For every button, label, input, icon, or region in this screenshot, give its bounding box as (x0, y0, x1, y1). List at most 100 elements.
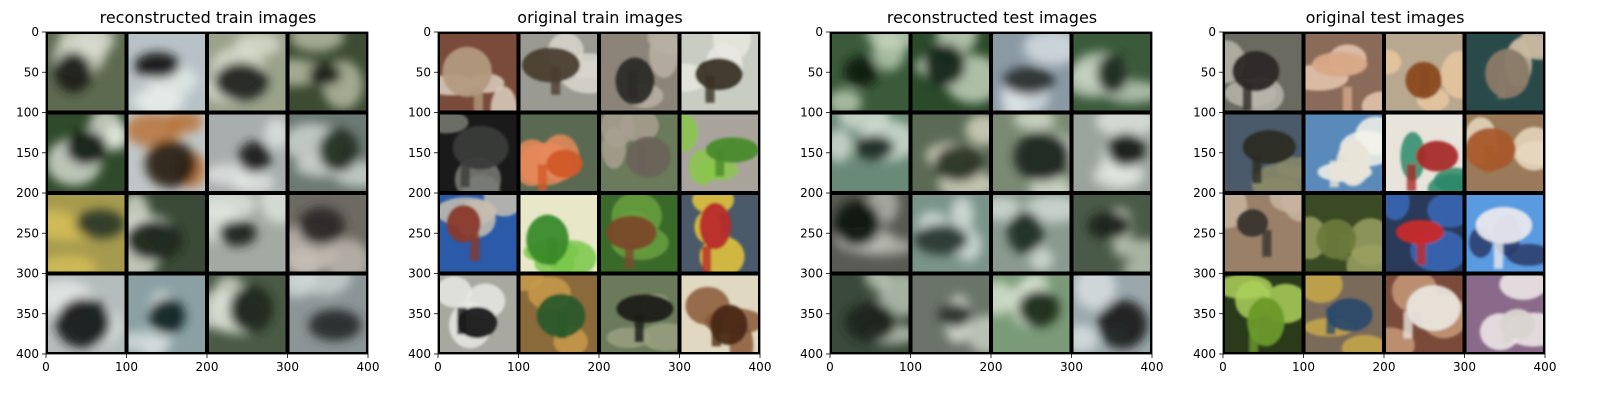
image-tile (1073, 275, 1150, 352)
image-tile (601, 114, 678, 191)
subplot-title: reconstructed test images (887, 8, 1097, 27)
image-grid (46, 32, 368, 354)
image-tile (681, 195, 758, 272)
y-tick-labels: 0 50 100 150 200 250 300 350 400 (1193, 25, 1216, 361)
x-tick-label: 200 (980, 360, 1003, 374)
image-tile (520, 195, 597, 272)
image-tile (1073, 195, 1150, 272)
image-tile (1305, 275, 1382, 352)
y-tick-label: 350 (1193, 307, 1216, 321)
y-tick-label: 100 (16, 106, 39, 120)
image-grid (438, 32, 760, 354)
y-tick-label: 100 (1193, 106, 1216, 120)
y-tick-label: 300 (16, 267, 39, 281)
y-tick-label: 50 (24, 65, 39, 79)
y-tick-label: 400 (1193, 347, 1216, 361)
y-tick-labels: 0 50 100 150 200 250 300 350 400 (16, 25, 39, 361)
image-tile (1386, 195, 1463, 272)
image-tile (48, 34, 125, 111)
x-tick-label: 200 (196, 360, 219, 374)
image-tile (1466, 114, 1543, 191)
image-tile (993, 114, 1070, 191)
x-tick-label: 200 (588, 360, 611, 374)
y-tick-label: 350 (408, 307, 431, 321)
y-tick-label: 0 (815, 25, 823, 39)
x-tick-label: 400 (1534, 360, 1557, 374)
y-tick-label: 0 (1208, 25, 1216, 39)
image-tile (520, 34, 597, 111)
y-tick-label: 200 (408, 186, 431, 200)
image-tile (681, 114, 758, 191)
y-tick-label: 400 (408, 347, 431, 361)
image-tile (601, 195, 678, 272)
y-tick-label: 250 (1193, 226, 1216, 240)
x-tick-label: 200 (1373, 360, 1396, 374)
x-tick-label: 0 (434, 360, 442, 374)
image-tile (209, 195, 286, 272)
subplot-title: reconstructed train images (100, 8, 317, 27)
image-tile (128, 114, 205, 191)
y-tick-label: 250 (16, 226, 39, 240)
image-tile (993, 34, 1070, 111)
y-tick-label: 200 (1193, 186, 1216, 200)
y-tick-labels: 0 50 100 150 200 250 300 350 400 (800, 25, 823, 361)
image-tile (520, 114, 597, 191)
y-tick-label: 100 (408, 106, 431, 120)
image-tile (289, 195, 366, 272)
x-tick-label: 100 (507, 360, 530, 374)
y-tick-label: 350 (16, 307, 39, 321)
image-tile (209, 114, 286, 191)
image-tile (1225, 195, 1302, 272)
x-tick-labels: 0 100 200 300 400 (42, 360, 379, 374)
x-tick-label: 0 (42, 360, 50, 374)
x-tick-label: 300 (668, 360, 691, 374)
x-tick-label: 300 (1060, 360, 1083, 374)
image-tile (289, 114, 366, 191)
x-tick-label: 400 (1141, 360, 1164, 374)
image-tile (832, 275, 909, 352)
image-tile (601, 34, 678, 111)
y-tick-label: 350 (800, 307, 823, 321)
image-tile (1386, 34, 1463, 111)
subplot-reconstructed-train: reconstructed train images 0 100 200 300… (16, 8, 379, 374)
image-tile (1466, 275, 1543, 352)
x-tick-label: 400 (749, 360, 772, 374)
image-tile (1225, 275, 1302, 352)
x-tick-label: 100 (115, 360, 138, 374)
image-tile (440, 34, 517, 111)
image-tile (832, 34, 909, 111)
y-tick-label: 150 (16, 146, 39, 160)
subplot-title: original test images (1306, 8, 1465, 27)
subplot-original-train: original train images 0 100 200 300 400 … (408, 8, 771, 374)
y-tick-label: 150 (408, 146, 431, 160)
image-tile (289, 275, 366, 352)
y-tick-label: 300 (1193, 267, 1216, 281)
image-tile (832, 195, 909, 272)
image-tile (1305, 114, 1382, 191)
image-tile (1305, 34, 1382, 111)
image-tile (440, 114, 517, 191)
y-tick-label: 200 (800, 186, 823, 200)
image-grid (830, 32, 1152, 354)
image-tile (912, 275, 989, 352)
x-tick-label: 100 (1292, 360, 1315, 374)
image-tile (912, 114, 989, 191)
subplot-title: original train images (517, 8, 682, 27)
image-tile (48, 195, 125, 272)
y-tick-label: 0 (31, 25, 39, 39)
image-tile (128, 275, 205, 352)
x-tick-label: 300 (276, 360, 299, 374)
image-tile (1073, 114, 1150, 191)
y-tick-label: 400 (800, 347, 823, 361)
image-tile (1225, 34, 1302, 111)
image-tile (1305, 195, 1382, 272)
y-tick-label: 150 (1193, 146, 1216, 160)
y-tick-label: 300 (408, 267, 431, 281)
image-tile (912, 34, 989, 111)
image-tile (1386, 114, 1463, 191)
image-tile (912, 195, 989, 272)
image-tile (48, 114, 125, 191)
x-tick-label: 0 (826, 360, 834, 374)
y-tick-label: 100 (800, 106, 823, 120)
subplot-original-test: original test images 0 100 200 300 400 0… (1193, 8, 1557, 374)
